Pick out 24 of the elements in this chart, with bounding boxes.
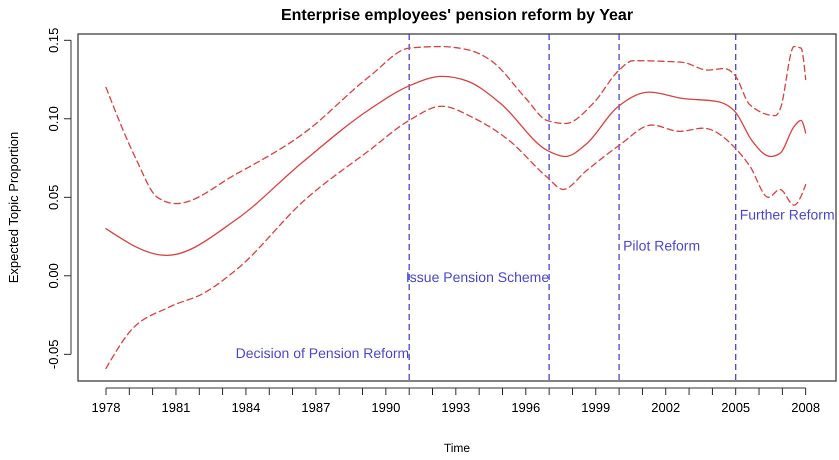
x-tick-label: 1981 [161,400,190,415]
x-tick-label: 1999 [581,400,610,415]
x-tick-label: 1993 [441,400,470,415]
ref-line-label: Decision of Pension Reform [236,345,410,362]
x-tick-label: 1978 [92,400,120,415]
ref-line-label: Issue Pension Scheme [406,268,550,285]
x-tick-label: 2008 [791,400,820,415]
line-series [105,46,806,204]
x-tick-label: 1987 [301,400,330,415]
chart-title: Enterprise employees' pension reform by Year [280,7,634,24]
ref-line-label: Pilot Reform [623,238,700,254]
y-axis-title: Expected Topic Proportion [6,132,21,284]
x-tick-label: 1996 [511,400,540,415]
y-tick-label: -0.05 [46,339,61,370]
x-tick-label: 1990 [371,400,400,415]
x-axis-title: Time [444,441,470,455]
y-tick-label: 0.15 [46,28,61,53]
x-tick-label: 2005 [721,400,750,415]
y-tick-label: 0.05 [46,184,61,210]
x-tick-label: 1984 [231,400,260,415]
x-tick-label: 2002 [651,400,680,415]
y-tick-label: 0.00 [46,263,61,288]
ref-line-label: Further Reform [740,206,835,222]
y-tick-label: 0.10 [46,106,61,132]
